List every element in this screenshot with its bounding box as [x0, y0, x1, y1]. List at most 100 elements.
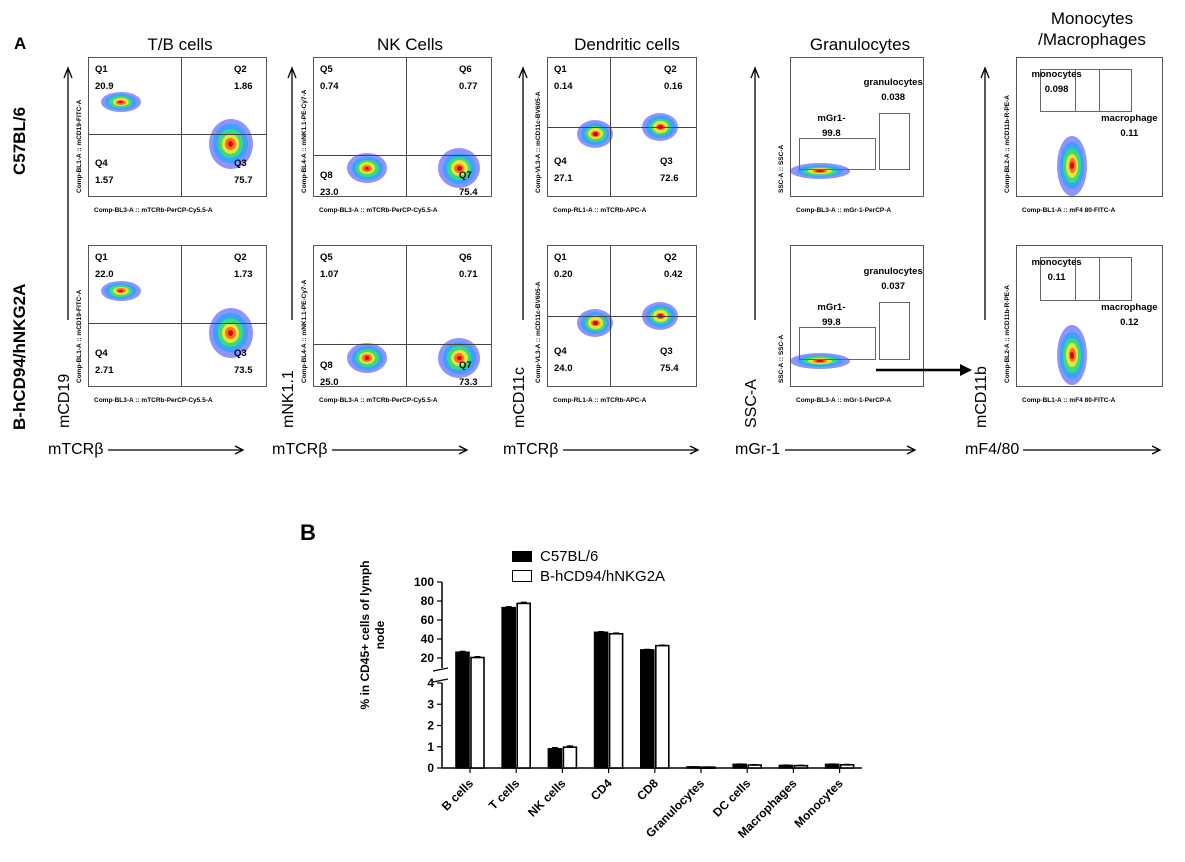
quadrant-label: Q2 1.86: [234, 64, 253, 92]
quadrant-value: 75.7: [234, 175, 253, 186]
quadrant-value: 23.0: [320, 187, 339, 197]
quadrant-value: 22.0: [95, 269, 114, 280]
panel-b-letter: B: [300, 520, 316, 545]
density-blob: [118, 289, 124, 292]
gate-name: monocytes: [1031, 257, 1082, 269]
quadrant-value: 0.74: [320, 81, 339, 92]
quadrant-value: 0.42: [664, 269, 683, 280]
column-title: T/B cells: [147, 35, 213, 54]
quadrant-label: Q8 25.0: [320, 360, 339, 387]
quadrant-name: Q1: [95, 252, 108, 263]
quadrant-value: 0.14: [554, 81, 573, 92]
flow-plot: Q1 0.20 Q2 0.42 Q4 24.0 Q3 75.4: [547, 245, 697, 387]
y-tick-label: 2: [427, 719, 434, 733]
gate-label: macrophage 0.12: [1101, 302, 1158, 328]
x-marker-label: mTCRβ: [48, 441, 104, 458]
quadrant-label: Q1 20.9: [95, 64, 114, 92]
quadrant-name: Q7: [459, 170, 472, 181]
quadrant-name: Q3: [660, 156, 673, 167]
column-title: NK Cells: [376, 35, 444, 54]
bar: [455, 651, 470, 769]
gate-label: monocytes 0.098: [1032, 69, 1082, 95]
flow-plot: Q1 0.14 Q2 0.16 Q4 27.1 Q3 72.6: [547, 57, 697, 197]
quadrant-label: Q5 0.74: [320, 64, 339, 92]
quadrant-value: 25.0: [320, 377, 339, 387]
bar: [562, 746, 578, 769]
x-channel-label: Comp-BL3-A :: mGr-1-PerCP-A: [796, 397, 892, 404]
x-channel-label: Comp-BL3-A :: mTCRb-PerCP-Cy5.5-A: [94, 207, 213, 214]
quadrant-name: Q6: [459, 64, 472, 75]
quadrant-name: Q4: [95, 158, 108, 169]
gate-label: granulocytes 0.037: [864, 266, 923, 292]
quadrant-name: Q2: [234, 64, 247, 75]
legend-label-c57bl6: C57BL/6: [540, 547, 599, 565]
x-marker-label: mTCRβ: [503, 441, 559, 458]
density-blob: [118, 100, 124, 104]
x-channel-label: Comp-BL3-A :: mTCRb-PerCP-Cy5.5-A: [319, 397, 438, 404]
bar: [547, 748, 563, 769]
quadrant-hline: [548, 316, 696, 317]
y-tick-label: 20: [421, 651, 435, 665]
gate-name: granulocytes: [863, 77, 923, 89]
bar: [639, 649, 655, 769]
quadrant-label: Q1 0.20: [554, 252, 573, 280]
y-tick-label: 60: [421, 613, 435, 627]
flow-plot: Q1 20.9 Q2 1.86 Q4 1.57 Q3 75.7: [88, 57, 267, 197]
y-tick-label: 0: [427, 761, 434, 775]
quadrant-hline: [314, 154, 491, 156]
quadrant-name: Q1: [554, 64, 567, 75]
gate-name: granulocytes: [863, 265, 923, 277]
quadrant-name: Q2: [664, 252, 677, 263]
density-blob: [456, 355, 462, 361]
flow-plot: monocytes 0.098 macrophage 0.11: [1016, 57, 1163, 197]
x-tick-label: DC cells: [710, 776, 754, 820]
bar: [593, 631, 609, 769]
gate-monocytes: [1040, 257, 1101, 302]
density-blob: [364, 166, 370, 171]
quadrant-label: Q6 0.77: [459, 64, 478, 92]
gate-value: 99.8: [822, 317, 841, 328]
gate-value: 0.038: [881, 92, 906, 104]
quadrant-name: Q4: [554, 156, 567, 167]
quadrant-label: Q2 0.42: [664, 252, 683, 280]
gate-label: monocytes 0.11: [1032, 257, 1082, 283]
axis-break-mark: [432, 678, 449, 683]
gate-monocytes: [1040, 69, 1101, 113]
quadrant-name: Q3: [234, 348, 247, 359]
bar: [732, 763, 748, 769]
quadrant-value: 0.71: [459, 269, 478, 280]
quadrant-hline: [89, 323, 266, 324]
gate-macrophage: [1075, 69, 1133, 113]
quadrant-value: 0.77: [459, 81, 478, 92]
quadrant-vline: [181, 246, 183, 386]
bar: [793, 764, 809, 769]
density-blob: [227, 329, 234, 336]
quadrant-name: Q7: [459, 360, 472, 371]
quadrant-value: 24.0: [554, 363, 573, 374]
density-blob: [456, 166, 462, 171]
quadrant-value: 72.6: [660, 173, 679, 184]
quadrant-value: 1.07: [320, 269, 339, 280]
density-blob: [593, 321, 598, 325]
gate-value: 99.8: [822, 128, 841, 140]
x-tick-label: CD4: [588, 776, 615, 803]
quadrant-hline: [89, 133, 266, 135]
gate-name: monocytes: [1031, 69, 1082, 81]
bar: [501, 606, 517, 769]
panel-a-letter: A: [14, 34, 27, 53]
x-channel-label: Comp-RL1-A :: mTCRb-APC-A: [553, 397, 647, 404]
flow-plot: Q5 1.07 Q6 0.71 Q8 25.0 Q7 73.3: [313, 245, 492, 387]
quadrant-label: Q1 0.14: [554, 64, 573, 92]
gate-value: 0.11: [1047, 272, 1066, 284]
x-channel-label: Comp-RL1-A :: mTCRb-APC-A: [553, 207, 647, 214]
y-tick-label: 4: [427, 676, 434, 690]
quadrant-value: 73.3: [459, 377, 478, 387]
gate-value: 0.11: [1120, 128, 1139, 140]
bar: [608, 632, 624, 769]
quadrant-label: Q4 27.1: [554, 156, 573, 184]
flow-plot: Q1 22.0 Q2 1.73 Q4 2.71 Q3 73.5: [88, 245, 267, 387]
density-blob: [364, 356, 370, 360]
quadrant-label: Q7 75.4: [459, 170, 478, 196]
density-blob: [816, 359, 824, 362]
quadrant-value: 0.16: [664, 81, 683, 92]
